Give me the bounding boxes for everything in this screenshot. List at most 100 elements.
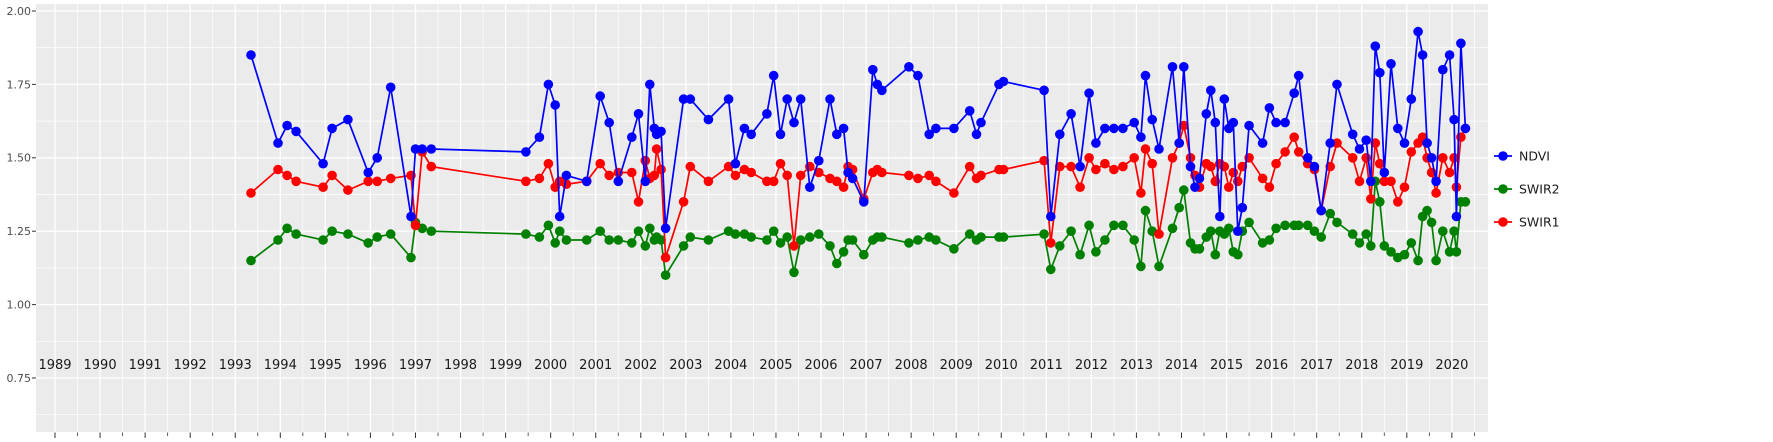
data-point-SWIR1	[1084, 153, 1094, 163]
data-point-NDVI	[554, 211, 565, 222]
data-point-SWIR2	[1174, 202, 1184, 213]
data-point-NDVI	[795, 94, 806, 104]
data-point-NDVI	[417, 144, 428, 154]
data-point-SWIR1	[561, 179, 572, 189]
data-point-NDVI	[581, 176, 592, 187]
legend-item-SWIR1: SWIR1	[1494, 214, 1560, 229]
data-point-SWIR1	[703, 176, 714, 187]
data-point-NDVI	[343, 114, 353, 125]
data-point-NDVI	[282, 120, 292, 131]
data-point-NDVI	[924, 129, 934, 140]
x-tick-label: 2006	[804, 358, 837, 373]
data-point-SWIR2	[1271, 223, 1281, 234]
data-point-SWIR1	[782, 170, 792, 181]
legend: NDVI SWIR2 SWIR1	[1494, 148, 1560, 229]
data-point-SWIR1	[838, 182, 849, 192]
data-point-NDVI	[1406, 94, 1417, 104]
data-point-NDVI	[1206, 85, 1216, 96]
data-point-NDVI	[931, 123, 941, 134]
data-point-NDVI	[406, 211, 416, 222]
data-point-SWIR2	[406, 252, 416, 263]
data-point-SWIR2	[814, 229, 824, 239]
data-point-NDVI	[1046, 211, 1056, 222]
data-point-SWIR2	[1386, 247, 1396, 257]
data-point-SWIR2	[640, 241, 651, 251]
data-point-NDVI	[859, 197, 869, 207]
x-tick-label: 2004	[714, 358, 747, 373]
data-point-NDVI	[998, 76, 1009, 87]
data-point-NDVI	[1361, 135, 1371, 145]
data-point-NDVI	[1264, 103, 1275, 113]
data-point-SWIR1	[595, 158, 605, 169]
data-point-SWIR2	[703, 235, 714, 245]
x-tick-label: 2010	[985, 358, 1018, 373]
data-point-SWIR2	[1140, 205, 1151, 216]
data-point-NDVI	[1109, 123, 1119, 134]
axis-ticks	[32, 10, 1475, 438]
data-point-NDVI	[1228, 117, 1239, 128]
data-point-SWIR2	[1399, 249, 1410, 260]
data-point-SWIR1	[949, 188, 959, 198]
data-point-SWIR1	[931, 176, 941, 187]
data-point-SWIR1	[1280, 147, 1290, 157]
data-point-SWIR2	[645, 223, 655, 234]
data-point-SWIR2	[1347, 229, 1358, 239]
data-point-SWIR1	[1118, 161, 1128, 172]
data-point-SWIR1	[1100, 158, 1110, 169]
data-point-SWIR2	[795, 235, 806, 245]
y-tick-label: 0.75	[7, 372, 32, 385]
data-point-SWIR2	[1055, 241, 1065, 251]
data-point-NDVI	[561, 170, 572, 181]
data-point-SWIR2	[1444, 247, 1455, 257]
data-point-SWIR2	[1460, 197, 1471, 207]
data-point-SWIR1	[633, 197, 644, 207]
x-axis-labels: 1989 1990 1991 1992 1993 1994 1995 1996 1997 1998…	[38, 358, 1468, 373]
data-point-SWIR1	[1136, 188, 1146, 198]
data-point-SWIR2	[521, 229, 531, 239]
data-point-SWIR1	[678, 197, 689, 207]
data-point-SWIR1	[1228, 167, 1239, 178]
legend-point-swatch	[1498, 184, 1508, 194]
data-point-SWIR1	[282, 170, 292, 181]
data-point-NDVI	[913, 70, 923, 81]
data-point-SWIR1	[685, 161, 696, 172]
data-point-SWIR1	[273, 164, 283, 175]
data-point-SWIR1	[1264, 182, 1275, 192]
data-point-SWIR2	[1109, 220, 1119, 231]
data-point-SWIR1	[976, 170, 986, 181]
data-point-SWIR2	[1332, 217, 1342, 228]
data-point-SWIR2	[746, 232, 756, 242]
data-point-SWIR1	[327, 170, 337, 181]
data-point-NDVI	[595, 91, 605, 101]
data-point-NDVI	[832, 129, 842, 140]
data-point-SWIR1	[998, 164, 1009, 175]
data-point-SWIR2	[327, 226, 337, 236]
data-point-NDVI	[949, 123, 959, 134]
data-point-NDVI	[877, 85, 887, 96]
data-point-NDVI	[246, 50, 256, 60]
data-point-SWIR2	[1136, 261, 1146, 272]
data-point-SWIR1	[1066, 161, 1076, 172]
data-point-NDVI	[1140, 70, 1151, 81]
data-point-NDVI	[273, 138, 283, 148]
data-point-SWIR2	[550, 238, 560, 248]
data-point-SWIR1	[1154, 229, 1164, 239]
data-point-SWIR2	[1431, 255, 1441, 266]
data-point-SWIR2	[678, 241, 689, 251]
data-point-SWIR2	[1210, 249, 1221, 260]
data-point-SWIR1	[1399, 182, 1410, 192]
data-point-SWIR2	[730, 229, 741, 239]
legend-label: SWIR2	[1519, 181, 1560, 196]
data-point-SWIR1	[775, 158, 786, 169]
data-point-SWIR1	[1140, 144, 1151, 154]
data-point-NDVI	[1316, 205, 1326, 216]
data-point-SWIR2	[805, 232, 815, 242]
data-point-NDVI	[1280, 117, 1290, 128]
data-point-NDVI	[1399, 138, 1410, 148]
data-point-SWIR1	[832, 176, 842, 187]
data-point-SWIR2	[1309, 226, 1320, 236]
data-point-SWIR1	[649, 170, 660, 181]
data-point-NDVI	[868, 64, 878, 75]
data-point-NDVI	[1210, 117, 1221, 128]
